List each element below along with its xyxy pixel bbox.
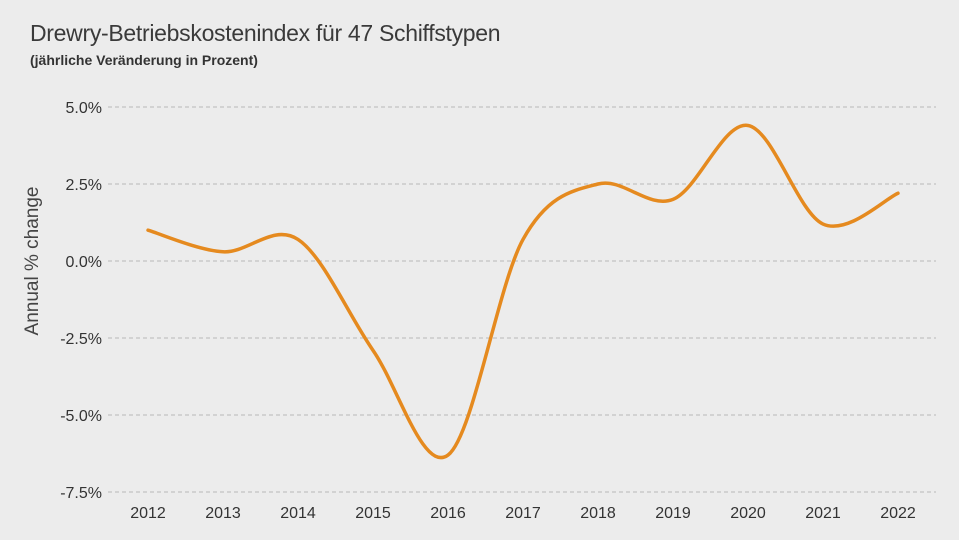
series-line <box>146 123 900 460</box>
x-tick-label: 2021 <box>805 505 841 522</box>
y-tick-label: 2.5% <box>66 177 102 194</box>
y-tick-label: 0.0% <box>66 254 102 271</box>
series-group <box>146 123 900 460</box>
y-axis-ticks: 5.0% 2.5% 0.0% -2.5% -5.0% -7.5% <box>60 100 102 502</box>
y-tick-label: -2.5% <box>60 331 102 348</box>
chart-title: Drewry-Betriebskostenindex für 47 Schiff… <box>30 20 501 46</box>
y-tick-label: 5.0% <box>66 100 102 117</box>
x-tick-label: 2013 <box>205 505 241 522</box>
y-tick-label: -7.5% <box>60 485 102 502</box>
x-tick-label: 2022 <box>880 505 916 522</box>
x-axis-ticks: 2012 2013 2014 2015 2016 2017 2018 2019 2020 2021… <box>130 505 916 522</box>
x-tick-label: 2014 <box>280 505 316 522</box>
x-tick-label: 2019 <box>655 505 691 522</box>
x-tick-label: 2016 <box>430 505 466 522</box>
chart-subtitle: (jährliche Veränderung in Prozent) <box>30 52 258 68</box>
x-tick-label: 2017 <box>505 505 541 522</box>
x-tick-label: 2020 <box>730 505 766 522</box>
gridlines <box>108 106 936 493</box>
y-axis-label: Annual % change <box>22 187 43 336</box>
x-tick-label: 2015 <box>355 505 391 522</box>
x-tick-label: 2012 <box>130 505 166 522</box>
y-tick-label: -5.0% <box>60 408 102 425</box>
x-tick-label: 2018 <box>580 505 616 522</box>
